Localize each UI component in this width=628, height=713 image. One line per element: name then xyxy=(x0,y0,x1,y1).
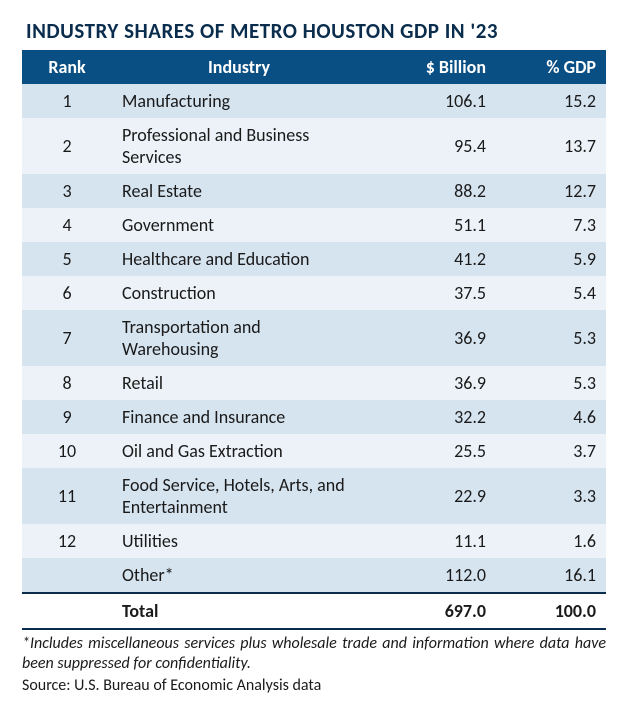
cell-industry: Utilities xyxy=(112,524,366,558)
cell-gdp: 100.0 xyxy=(496,593,606,629)
cell-rank: 4 xyxy=(22,208,112,242)
cell-industry: Construction xyxy=(112,276,366,310)
cell-gdp: 1.6 xyxy=(496,524,606,558)
cell-gdp: 3.7 xyxy=(496,434,606,468)
cell-gdp: 13.7 xyxy=(496,118,606,174)
cell-billion: 51.1 xyxy=(366,208,496,242)
cell-industry: Professional and Business Services xyxy=(112,118,366,174)
cell-industry: Retail xyxy=(112,366,366,400)
cell-billion: 11.1 xyxy=(366,524,496,558)
cell-gdp: 5.3 xyxy=(496,310,606,366)
cell-rank xyxy=(22,558,112,593)
cell-rank: 12 xyxy=(22,524,112,558)
cell-rank: 3 xyxy=(22,174,112,208)
cell-industry: Food Service, Hotels, Arts, and Entertai… xyxy=(112,468,366,524)
cell-billion: 112.0 xyxy=(366,558,496,593)
cell-billion: 32.2 xyxy=(366,400,496,434)
cell-billion: 88.2 xyxy=(366,174,496,208)
cell-rank xyxy=(22,593,112,629)
cell-billion: 95.4 xyxy=(366,118,496,174)
cell-industry: Real Estate xyxy=(112,174,366,208)
cell-billion: 25.5 xyxy=(366,434,496,468)
cell-rank: 1 xyxy=(22,84,112,118)
source-line: Source: U.S. Bureau of Economic Analysis… xyxy=(22,676,606,695)
cell-gdp: 12.7 xyxy=(496,174,606,208)
cell-rank: 2 xyxy=(22,118,112,174)
total-row: Total697.0100.0 xyxy=(22,593,606,629)
cell-gdp: 16.1 xyxy=(496,558,606,593)
cell-gdp: 4.6 xyxy=(496,400,606,434)
table-row: 3Real Estate88.212.7 xyxy=(22,174,606,208)
cell-rank: 6 xyxy=(22,276,112,310)
table-row: 4Government51.17.3 xyxy=(22,208,606,242)
header-row: Rank Industry $ Billion % GDP xyxy=(22,50,606,84)
cell-industry: Healthcare and Education xyxy=(112,242,366,276)
table-row: 6Construction37.55.4 xyxy=(22,276,606,310)
cell-industry: Finance and Insurance xyxy=(112,400,366,434)
cell-gdp: 5.9 xyxy=(496,242,606,276)
cell-gdp: 3.3 xyxy=(496,468,606,524)
table-row: 8Retail36.95.3 xyxy=(22,366,606,400)
table-row: 9Finance and Insurance32.24.6 xyxy=(22,400,606,434)
table-row: 11Food Service, Hotels, Arts, and Entert… xyxy=(22,468,606,524)
cell-industry: Government xyxy=(112,208,366,242)
table-row: 7Transportation and Warehousing36.95.3 xyxy=(22,310,606,366)
cell-billion: 37.5 xyxy=(366,276,496,310)
table-row: Other*112.016.1 xyxy=(22,558,606,593)
cell-billion: 22.9 xyxy=(366,468,496,524)
table-row: 12Utilities11.11.6 xyxy=(22,524,606,558)
cell-rank: 7 xyxy=(22,310,112,366)
col-header-gdp: % GDP xyxy=(496,50,606,84)
cell-billion: 697.0 xyxy=(366,593,496,629)
table-row: 1Manufacturing106.115.2 xyxy=(22,84,606,118)
col-header-industry: Industry xyxy=(112,50,366,84)
cell-billion: 36.9 xyxy=(366,366,496,400)
col-header-billion: $ Billion xyxy=(366,50,496,84)
footnote: *Includes miscellaneous services plus wh… xyxy=(22,634,606,674)
cell-rank: 11 xyxy=(22,468,112,524)
cell-billion: 41.2 xyxy=(366,242,496,276)
page-title: INDUSTRY SHARES OF METRO HOUSTON GDP IN … xyxy=(22,18,606,44)
cell-rank: 8 xyxy=(22,366,112,400)
gdp-table: Rank Industry $ Billion % GDP 1Manufactu… xyxy=(22,50,606,630)
cell-industry: Manufacturing xyxy=(112,84,366,118)
cell-gdp: 5.4 xyxy=(496,276,606,310)
cell-rank: 10 xyxy=(22,434,112,468)
table-row: 5Healthcare and Education41.25.9 xyxy=(22,242,606,276)
cell-gdp: 5.3 xyxy=(496,366,606,400)
cell-industry: Oil and Gas Extraction xyxy=(112,434,366,468)
cell-billion: 36.9 xyxy=(366,310,496,366)
cell-gdp: 15.2 xyxy=(496,84,606,118)
cell-rank: 5 xyxy=(22,242,112,276)
cell-industry: Transportation and Warehousing xyxy=(112,310,366,366)
table-row: 10Oil and Gas Extraction25.53.7 xyxy=(22,434,606,468)
cell-billion: 106.1 xyxy=(366,84,496,118)
cell-industry: Total xyxy=(112,593,366,629)
cell-industry: Other* xyxy=(112,558,366,593)
table-row: 2Professional and Business Services95.41… xyxy=(22,118,606,174)
cell-gdp: 7.3 xyxy=(496,208,606,242)
col-header-rank: Rank xyxy=(22,50,112,84)
cell-rank: 9 xyxy=(22,400,112,434)
